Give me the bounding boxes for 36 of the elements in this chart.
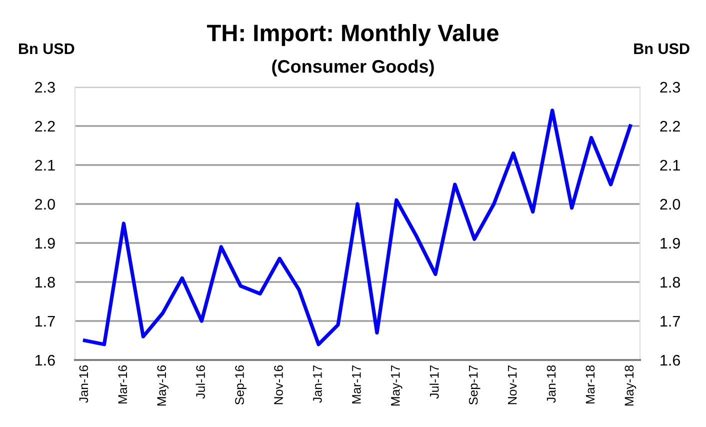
x-tick-label: Jan-16 (79, 365, 88, 403)
y-tick-label: 2.1 (35, 160, 55, 171)
x-tick-label: Sep-17 (468, 365, 480, 405)
y-tick-label: 1.7 (35, 316, 55, 327)
x-tick-label: Nov-17 (508, 365, 517, 404)
x-tick-label: Jan-17 (313, 365, 322, 403)
y2-tick-label: 1.9 (660, 238, 680, 249)
y2-tick-label: 2.0 (660, 198, 680, 210)
x-tick-label: Jul-16 (196, 365, 205, 399)
y2-tick-label: 2.1 (660, 160, 680, 171)
x-tick-label: Mar-17 (352, 365, 361, 404)
y-tick-label: 2.3 (35, 82, 55, 93)
x-tick-label: Sep-16 (235, 365, 246, 405)
y2-tick-label: 1.6 (660, 354, 680, 366)
x-tick-label: Mar-16 (118, 365, 128, 404)
y2-tick-label: 2.3 (660, 82, 680, 93)
y2-tick-label: 1.7 (660, 316, 680, 327)
chart-title: TH: Import: Monthly Value (207, 24, 498, 46)
y-tick-label: 2.0 (35, 198, 55, 210)
chart-subtitle: (Consumer Goods) (272, 60, 434, 76)
y-tick-label: 1.8 (35, 276, 55, 288)
x-tick-label: May-17 (391, 365, 402, 406)
y-axis-title: Bn USD (19, 43, 74, 54)
y2-tick-label: 1.8 (660, 276, 680, 288)
y-tick-label: 1.9 (35, 238, 55, 249)
x-tick-label: Mar-18 (586, 365, 595, 404)
y-tick-label: 2.2 (35, 120, 55, 132)
line-series (82, 108, 632, 346)
y2-axis-title: Bn USD (634, 43, 690, 54)
x-tick-label: May-16 (157, 365, 168, 406)
x-tick-label: Jul-17 (430, 365, 439, 399)
x-tick-label: Jan-18 (546, 365, 556, 403)
x-tick-label: May-18 (624, 365, 636, 406)
x-tick-label: Nov-16 (274, 365, 283, 404)
y2-tick-label: 2.2 (660, 120, 680, 132)
y-tick-label: 1.6 (35, 354, 55, 366)
